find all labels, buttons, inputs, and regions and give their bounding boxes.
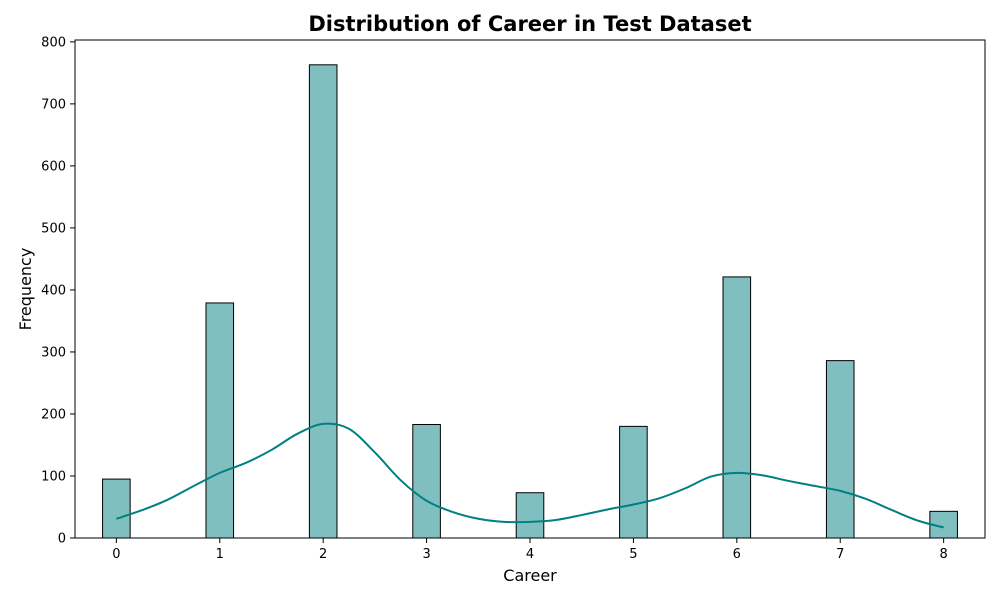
y-tick-label: 200 <box>41 407 66 422</box>
x-tick-label: 6 <box>733 547 741 562</box>
x-axis-ticks: 0 1 2 3 4 5 6 7 8 <box>112 538 948 562</box>
histogram-bar-1 <box>205 302 235 539</box>
y-axis-ticks: 0 100 200 300 400 500 600 700 800 <box>41 35 75 547</box>
y-tick-label: 400 <box>41 283 66 298</box>
kde-curve <box>116 422 944 529</box>
x-tick-label: 2 <box>319 547 327 562</box>
histogram-bar-2 <box>308 64 338 539</box>
y-tick-label: 0 <box>58 532 66 547</box>
y-tick-label: 300 <box>41 345 66 360</box>
histogram-bar-3 <box>412 424 441 539</box>
histogram-bars <box>102 64 958 539</box>
x-tick-label: 1 <box>216 547 224 562</box>
y-tick-label: 700 <box>41 97 66 112</box>
x-tick-label: 4 <box>526 547 534 562</box>
histogram-bar-6 <box>722 276 752 539</box>
y-tick-label: 100 <box>41 469 66 484</box>
x-tick-label: 7 <box>836 547 844 562</box>
chart-title: Distribution of Career in Test Dataset <box>308 12 751 36</box>
histogram-bar-7 <box>825 360 855 539</box>
x-tick-label: 0 <box>112 547 120 562</box>
x-tick-label: 5 <box>629 547 637 562</box>
y-tick-label: 600 <box>41 159 66 174</box>
y-tick-label: 500 <box>41 221 66 236</box>
x-tick-label: 3 <box>422 547 430 562</box>
x-tick-label: 8 <box>939 547 947 562</box>
histogram-bar-5 <box>619 425 648 539</box>
y-axis-label: Frequency <box>16 248 35 331</box>
y-tick-label: 800 <box>41 35 66 50</box>
histogram-bar-0 <box>102 478 131 539</box>
x-axis-label: Career <box>503 566 557 585</box>
histogram-bar-4 <box>515 492 545 539</box>
